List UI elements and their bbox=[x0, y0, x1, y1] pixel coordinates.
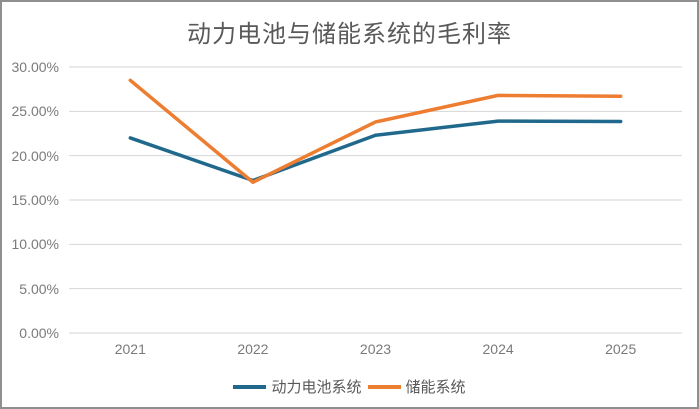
legend: 动力电池系统 储能系统 bbox=[2, 376, 697, 397]
y-tick-label: 0.00% bbox=[19, 325, 59, 341]
legend-label: 储能系统 bbox=[405, 379, 466, 396]
x-tick-label: 2023 bbox=[359, 341, 392, 357]
y-tick-label: 15.00% bbox=[11, 192, 59, 208]
x-tick-label: 2024 bbox=[482, 341, 514, 357]
x-tick-label: 2021 bbox=[114, 341, 146, 357]
y-tick-label: 10.00% bbox=[11, 236, 59, 253]
legend-item-储能系统: 储能系统 bbox=[367, 376, 466, 397]
series-line-动力电池系统 bbox=[128, 119, 623, 183]
x-tick-label: 2022 bbox=[237, 341, 269, 357]
y-tick-label: 30.00% bbox=[11, 59, 59, 75]
legend-line-swatch bbox=[367, 384, 401, 389]
legend-line-swatch bbox=[233, 384, 267, 389]
legend-label: 动力电池系统 bbox=[271, 379, 362, 396]
chart-title: 动力电池与储能系统的毛利率 bbox=[187, 21, 512, 48]
series-line-储能系统 bbox=[128, 78, 623, 185]
y-tick-label: 25.00% bbox=[11, 103, 59, 120]
y-tick-label: 20.00% bbox=[11, 147, 59, 164]
x-tick-label: 2025 bbox=[605, 341, 637, 357]
y-tick-label: 5.00% bbox=[19, 280, 59, 297]
legend-item-动力电池系统: 动力电池系统 bbox=[233, 376, 362, 397]
